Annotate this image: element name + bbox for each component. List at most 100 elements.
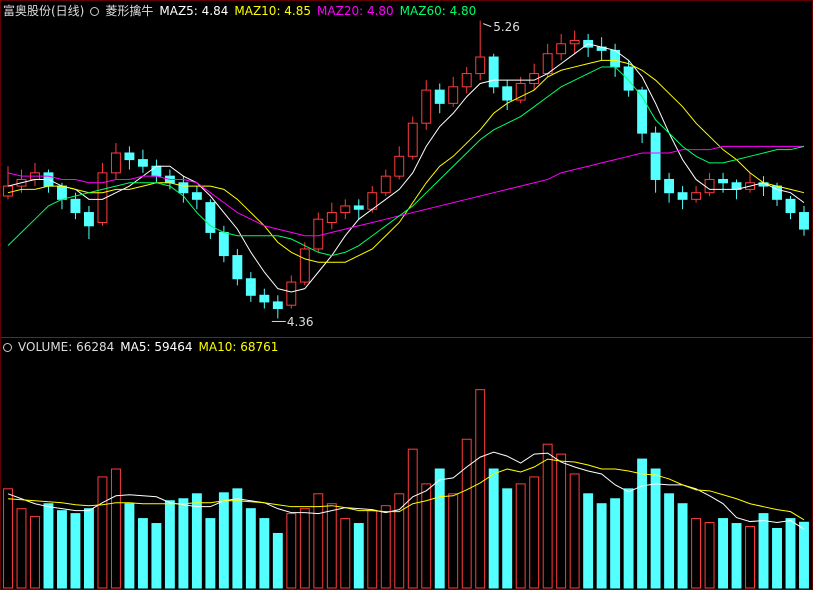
ma-line xyxy=(7,43,805,293)
volume-bar xyxy=(542,443,553,589)
candle-body xyxy=(556,43,567,55)
volume-bar xyxy=(83,508,94,589)
volume-bar xyxy=(299,508,310,589)
volume-bar xyxy=(218,492,229,589)
volume-bar xyxy=(380,505,391,589)
volume-bar xyxy=(43,503,54,589)
candle-body xyxy=(151,165,162,177)
candle-body xyxy=(475,56,486,75)
volume-bar xyxy=(407,448,418,589)
volume-bar xyxy=(448,493,459,589)
volume-bar xyxy=(124,503,135,589)
indicator-icon[interactable] xyxy=(90,6,100,16)
volume-bar xyxy=(488,468,499,589)
candle-body xyxy=(272,301,283,310)
volume-bar xyxy=(313,493,324,589)
volume-bar xyxy=(799,521,809,589)
volume-bar xyxy=(16,508,27,589)
candle-body xyxy=(326,212,337,223)
volume-bar xyxy=(205,518,216,589)
max-label: 5.26 xyxy=(493,20,520,34)
ma-line xyxy=(7,145,804,237)
volume-ma-line xyxy=(7,458,805,521)
volume-bar xyxy=(691,518,702,589)
candle-body xyxy=(340,205,351,214)
legend-entry: MAZ10: 4.85 xyxy=(234,4,312,18)
candle-body xyxy=(110,152,121,174)
volume-bar xyxy=(718,518,729,589)
volume-bar xyxy=(623,488,634,589)
volume-bar xyxy=(569,473,580,589)
candle-body xyxy=(394,155,405,177)
ma-line xyxy=(7,66,805,257)
candle-body xyxy=(124,152,135,161)
candle-body xyxy=(407,122,418,157)
legend-entry: MA5: 59464 xyxy=(120,340,193,354)
price-legend: 富奥股份(日线) 菱形擒牛 MAZ5: 4.84 MAZ10: 4.85 MAZ20… xyxy=(0,4,476,18)
volume-bar xyxy=(340,518,351,589)
candle-body xyxy=(461,73,472,88)
min-label: 4.36 xyxy=(287,315,314,329)
volume-bar xyxy=(475,389,486,589)
annot-arrow xyxy=(483,23,492,28)
indicator-name: 菱形擒牛 xyxy=(105,4,154,18)
candle-body xyxy=(569,39,580,45)
candle-body xyxy=(286,281,297,306)
candle-body xyxy=(259,294,270,303)
volume-bar xyxy=(286,513,297,589)
volume-bar xyxy=(556,453,567,589)
volume-ma-line xyxy=(7,451,805,530)
candle-body xyxy=(3,185,13,197)
volume-bar xyxy=(758,513,769,589)
candle-body xyxy=(299,248,310,283)
candle-body xyxy=(218,231,229,257)
candle-body xyxy=(664,178,675,194)
volume-bar xyxy=(785,518,796,589)
volume-bar xyxy=(704,522,715,589)
volume-bar xyxy=(57,510,67,589)
candle-body xyxy=(353,205,364,210)
volume-bar xyxy=(367,510,378,589)
candle-body xyxy=(245,278,256,296)
candle-body xyxy=(650,132,661,180)
candle-body xyxy=(205,202,216,233)
candle-body xyxy=(70,198,81,214)
volume-bar xyxy=(610,498,621,589)
legend-entry: MAZ5: 4.84 xyxy=(159,4,229,18)
volume-bar xyxy=(745,526,755,589)
volume-bar xyxy=(191,493,202,589)
volume-bar xyxy=(529,476,540,589)
candle-body xyxy=(178,182,189,194)
ma-line xyxy=(7,59,805,263)
candle-body xyxy=(677,192,688,200)
candle-body xyxy=(57,185,67,200)
volume-bar xyxy=(664,493,675,589)
legend-entry: MAZ20: 4.80 xyxy=(317,4,394,18)
volume-bar xyxy=(259,518,270,589)
volume-icon[interactable] xyxy=(3,342,12,352)
candle-body xyxy=(623,66,634,91)
volume-bar xyxy=(97,476,108,589)
volume-bar xyxy=(394,493,405,589)
volume-bar xyxy=(30,516,40,589)
volume-bar xyxy=(434,468,445,589)
volume-bar xyxy=(583,493,594,589)
volume-bar xyxy=(178,498,189,589)
candle-body xyxy=(137,159,148,167)
stock-title: 富奥股份(日线) xyxy=(3,4,85,18)
candle-body xyxy=(502,86,513,101)
volume-bar xyxy=(515,483,526,589)
candle-body xyxy=(380,175,391,194)
volume-bar xyxy=(637,458,648,589)
candle-body xyxy=(313,218,324,250)
candle-body xyxy=(691,192,702,200)
legend-entry: VOLUME: 66284 xyxy=(18,340,115,354)
volume-bar xyxy=(596,503,607,589)
candle-body xyxy=(83,212,94,227)
volume-legend: VOLUME: 66284 MA5: 59464 MA10: 68761 xyxy=(0,340,278,354)
volume-bar xyxy=(3,488,13,589)
candle-body xyxy=(542,53,553,75)
candle-body xyxy=(704,178,715,194)
